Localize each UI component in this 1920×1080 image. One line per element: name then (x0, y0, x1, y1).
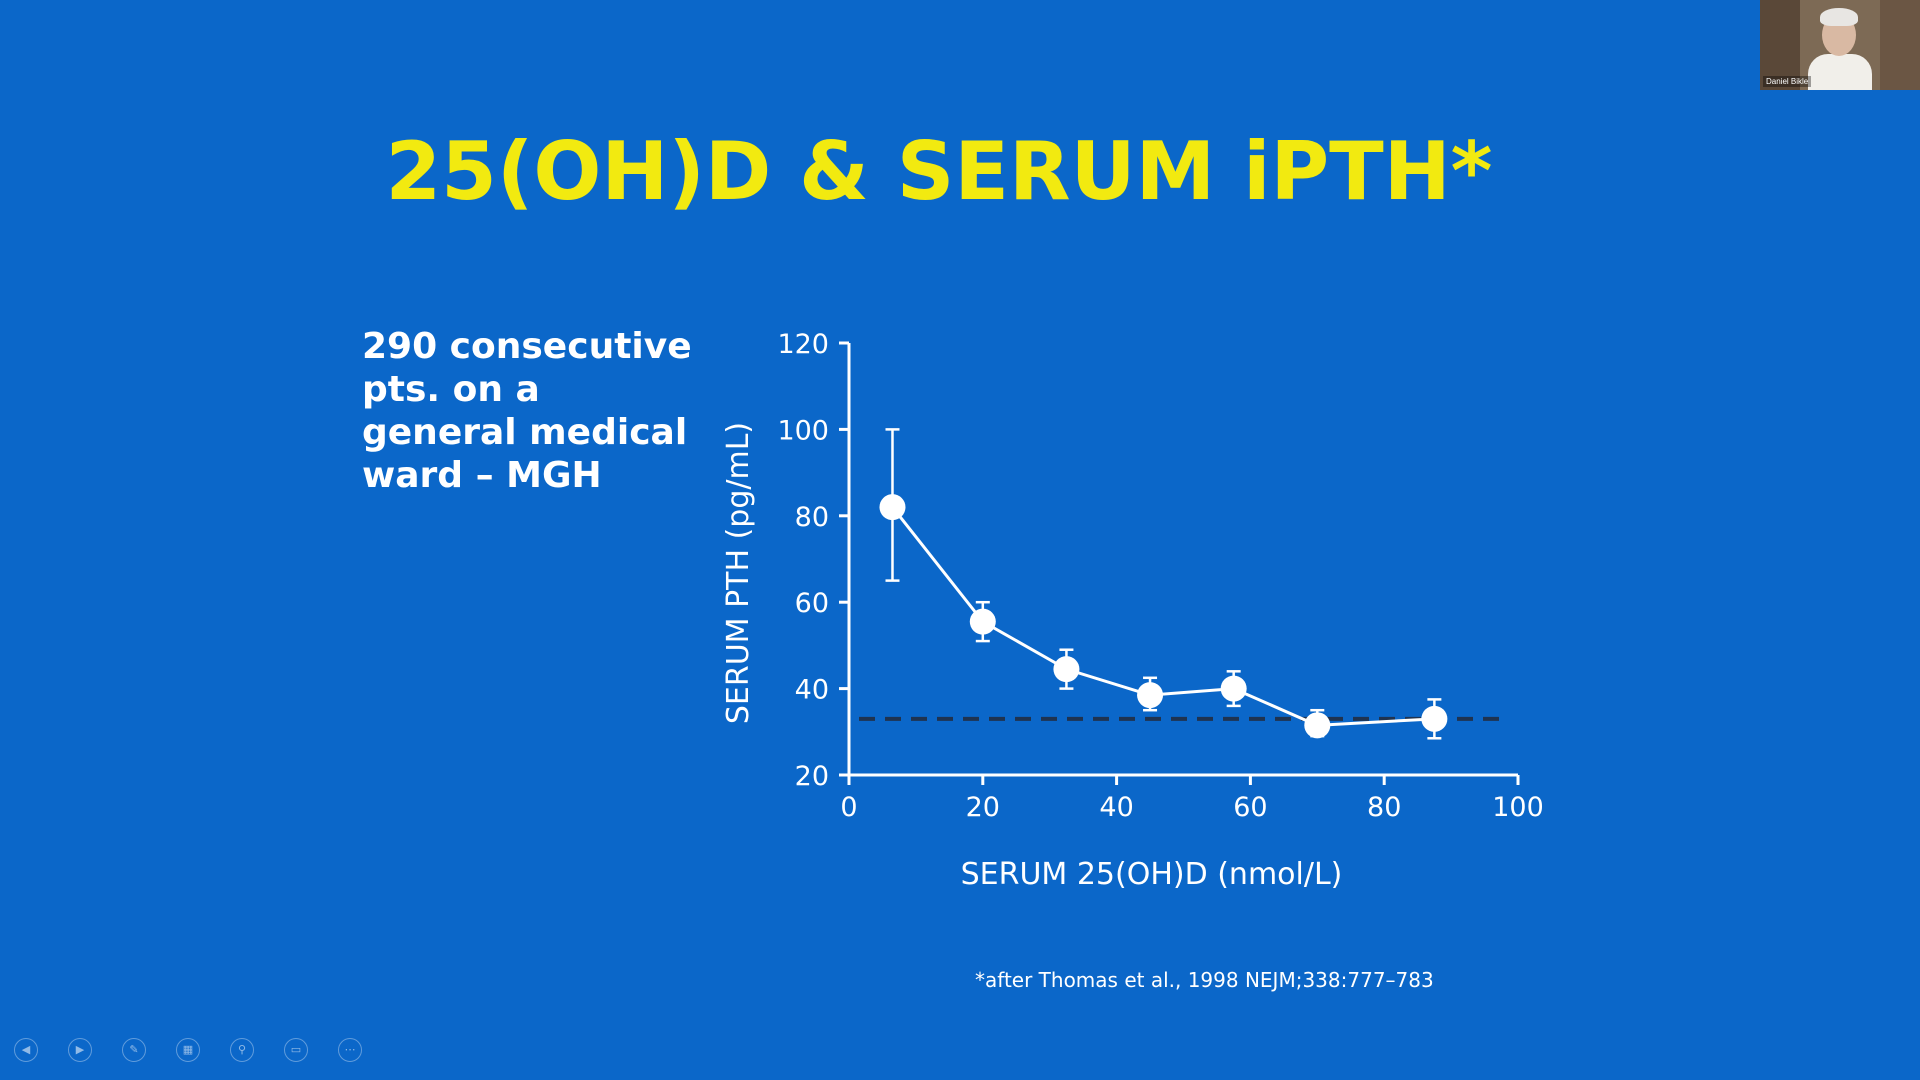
study-description-line: pts. on a (362, 369, 540, 410)
y-tick-label: 100 (777, 415, 829, 446)
citation: *after Thomas et al., 1998 NEJM;338:777–… (975, 968, 1434, 992)
bookshelf (1880, 0, 1920, 90)
x-tick-label: 20 (966, 792, 1000, 823)
study-description: 290 consecutive pts. on a general medica… (362, 325, 692, 497)
study-description-line: ward – MGH (362, 455, 602, 496)
more-options-button[interactable]: ⋯ (338, 1038, 362, 1062)
y-tick-label: 60 (795, 588, 829, 619)
x-tick-label: 100 (1492, 792, 1544, 823)
x-tick-label: 0 (840, 792, 857, 823)
data-point (969, 608, 996, 635)
subtitles-button[interactable]: ▭ (284, 1038, 308, 1062)
y-axis-label: SERUM PTH (pg/mL) (721, 422, 756, 724)
bookshelf (1760, 0, 1800, 90)
see-all-slides-button[interactable]: ▦ (176, 1038, 200, 1062)
slide-title: 25(OH)D & SERUM iPTH* (385, 125, 1493, 218)
data-point (1137, 682, 1164, 709)
participant-name: Daniel Bikle (1763, 76, 1812, 87)
x-tick-label: 60 (1233, 792, 1267, 823)
pen-tool-button[interactable]: ✎ (122, 1038, 146, 1062)
y-tick-label: 80 (795, 502, 829, 533)
data-point (1053, 656, 1080, 683)
study-description-line: 290 consecutive (362, 326, 692, 367)
study-description-line: general medical (362, 412, 688, 453)
x-axis-label: SERUM 25(OH)D (nmol/L) (961, 857, 1343, 892)
x-tick-label: 40 (1099, 792, 1133, 823)
next-slide-button[interactable]: ▶ (68, 1038, 92, 1062)
previous-slide-button[interactable]: ◀ (14, 1038, 38, 1062)
y-tick-label: 40 (795, 675, 829, 706)
data-point (1304, 712, 1331, 739)
x-tick-label: 80 (1367, 792, 1401, 823)
person-body (1808, 54, 1872, 90)
webcam-thumbnail[interactable]: Daniel Bikle (1760, 0, 1920, 90)
y-tick-label: 120 (777, 329, 829, 360)
presentation-controls: ◀ ▶ ✎ ▦ ⚲ ▭ ⋯ (14, 1038, 362, 1062)
data-point (1220, 675, 1247, 702)
person-hair (1820, 8, 1858, 26)
y-tick-label: 20 (795, 761, 829, 792)
zoom-button[interactable]: ⚲ (230, 1038, 254, 1062)
data-point (879, 494, 906, 521)
data-point (1421, 705, 1448, 732)
